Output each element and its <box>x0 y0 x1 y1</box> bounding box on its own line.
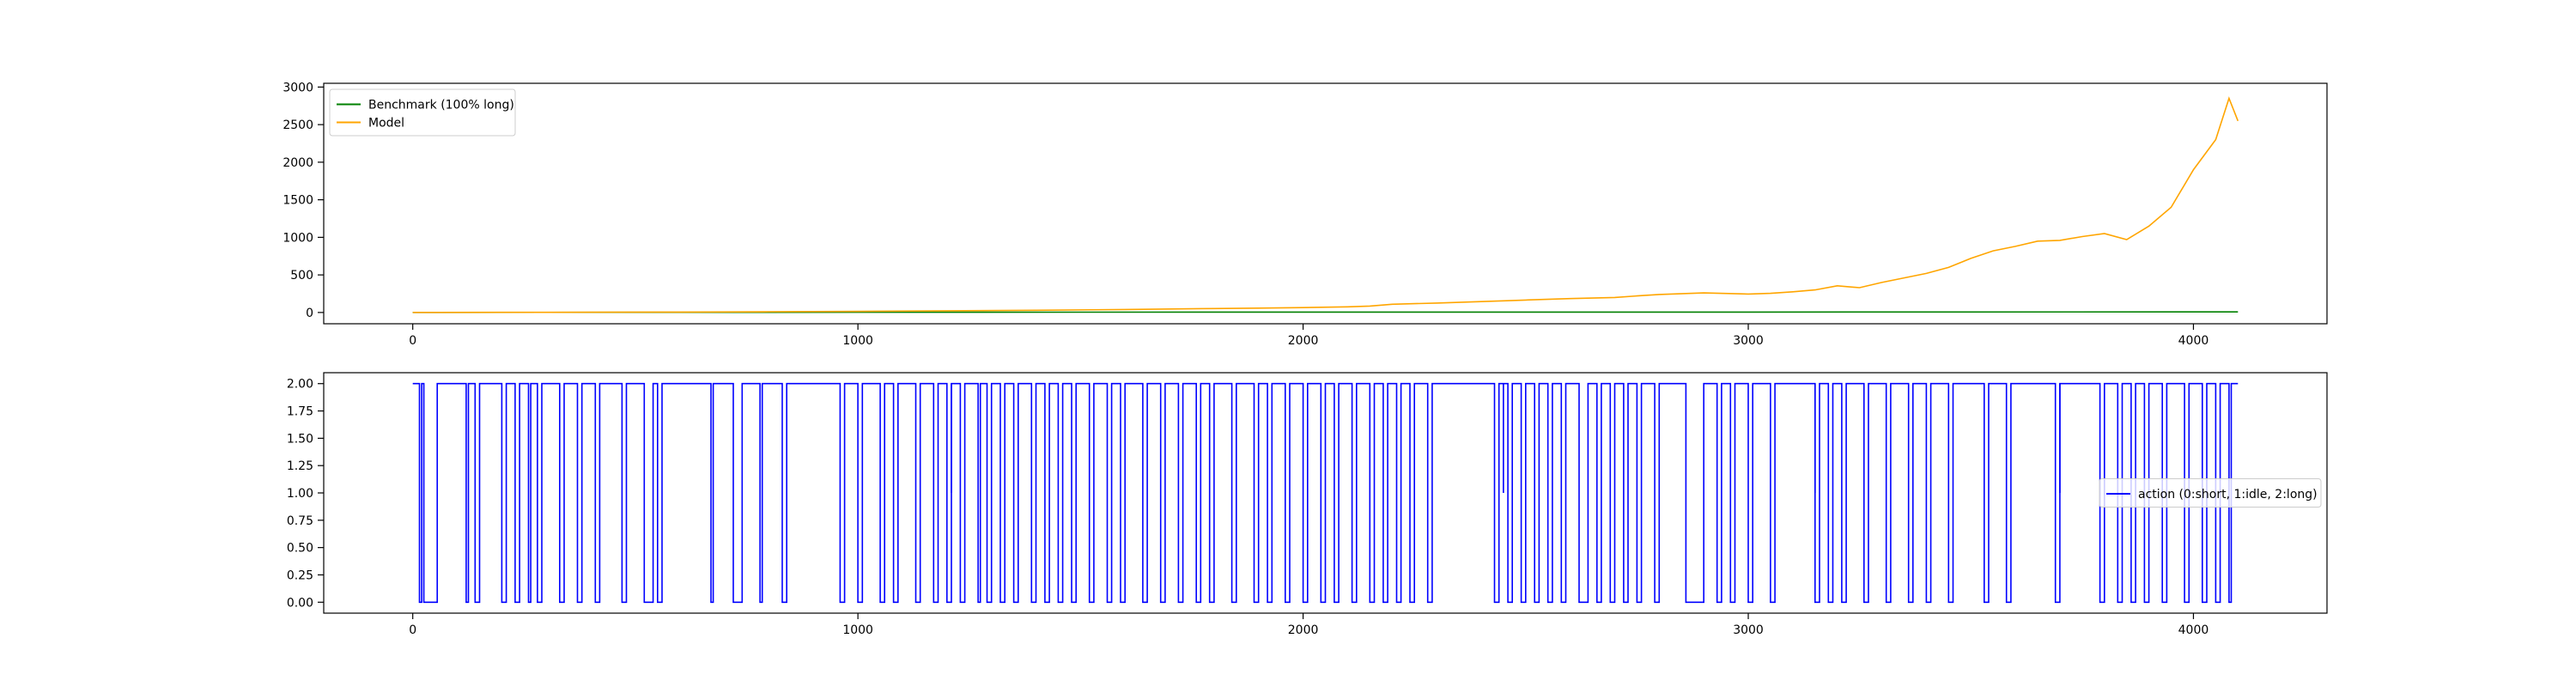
y-tick-label: 500 <box>290 269 313 283</box>
y-tick-label: 2000 <box>283 156 313 170</box>
y-tick-label: 3000 <box>283 81 313 94</box>
y-tick-label: 1500 <box>283 194 313 208</box>
y-tick-label: 2500 <box>283 119 313 132</box>
x-tick-label: 2000 <box>1288 623 1319 637</box>
y-tick-label: 0.50 <box>287 542 313 556</box>
legend-label: Model <box>368 117 404 131</box>
y-tick-label: 0 <box>306 307 313 320</box>
x-tick-label: 4000 <box>2178 334 2209 348</box>
x-tick-label: 1000 <box>842 623 873 637</box>
bottom-action-chart: 0 1000 2000 3000 4000 0.00 0.25 0.50 0.75 1.00 1.2… <box>287 372 2328 637</box>
legend-label: Benchmark (100% long) <box>368 99 514 112</box>
y-tick-label: 0.00 <box>287 596 313 610</box>
legend: action (0:short, 1:idle, 2:long) <box>2099 478 2322 508</box>
x-tick-label: 3000 <box>1733 623 1764 637</box>
x-tick-label: 0 <box>409 334 416 348</box>
y-tick-label: 1000 <box>283 231 313 245</box>
y-tick-label: 1.50 <box>287 432 313 446</box>
y-tick-label: 1.00 <box>287 487 313 501</box>
legend: Benchmark (100% long) Model <box>329 88 516 137</box>
series-line-model <box>412 96 2239 313</box>
y-tick-label: 1.75 <box>287 405 313 419</box>
y-tick-label: 0.75 <box>287 514 313 528</box>
legend-frame <box>329 88 516 137</box>
plot-frame <box>323 82 2328 325</box>
x-tick-label: 1000 <box>842 334 873 348</box>
series-line-action-0-short-1-idle-2-long <box>412 382 2239 604</box>
data-lines <box>412 96 2239 313</box>
x-tick-label: 4000 <box>2178 623 2209 637</box>
y-tick-label: 0.25 <box>287 568 313 582</box>
legend-label: action (0:short, 1:idle, 2:long) <box>2138 488 2318 502</box>
x-tick-label: 3000 <box>1733 334 1764 348</box>
y-tick-label: 1.25 <box>287 459 313 473</box>
data-lines <box>412 382 2239 604</box>
legend-frame <box>2099 478 2322 508</box>
x-tick-label: 2000 <box>1288 334 1319 348</box>
y-tick-label: 2.00 <box>287 378 313 392</box>
top-equity-chart: 0 1000 2000 3000 4000 0 500 1000 1500 2000 2500 300… <box>283 81 2328 348</box>
x-tick-label: 0 <box>409 623 416 637</box>
